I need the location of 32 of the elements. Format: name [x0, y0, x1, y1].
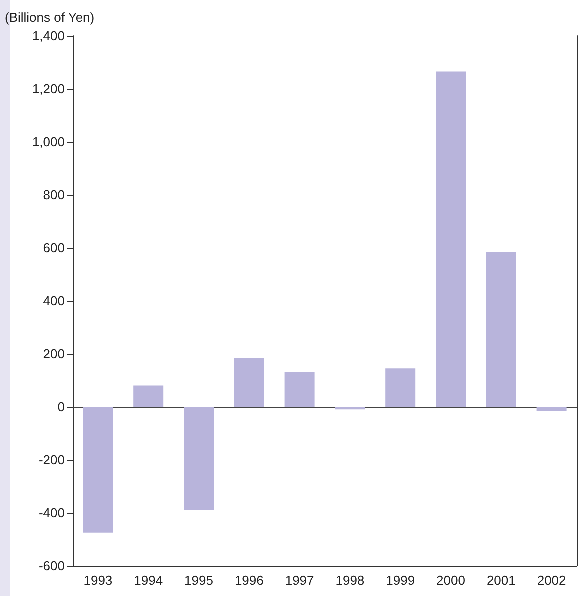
x-tick-label: 1995 — [184, 573, 214, 588]
x-tick-label: 2002 — [537, 573, 566, 588]
y-axis-title: (Billions of Yen) — [5, 10, 95, 25]
x-tick-label: 2000 — [436, 573, 466, 588]
x-tick-label: 1993 — [84, 573, 113, 588]
bar — [234, 358, 264, 407]
y-tick-label: -200 — [38, 452, 65, 468]
bar — [134, 386, 164, 407]
y-tick-label: 1,200 — [32, 82, 65, 96]
x-tick-label: 2001 — [486, 573, 516, 588]
bar — [83, 407, 114, 533]
y-tick-label: 0 — [58, 400, 65, 414]
y-tick-label: -600 — [38, 558, 65, 574]
x-tick-label: 1994 — [134, 573, 164, 588]
y-tick-label: 200 — [43, 346, 65, 362]
y-tick-label: 600 — [43, 240, 65, 256]
x-tick-label: 1999 — [386, 573, 416, 588]
y-tick-label: 1,000 — [32, 134, 65, 150]
bar — [536, 407, 567, 411]
bar — [386, 368, 416, 407]
bar — [335, 407, 366, 410]
y-tick-label: 800 — [43, 188, 65, 202]
x-tick-label: 1997 — [285, 573, 314, 588]
bar — [284, 372, 315, 407]
bar — [486, 252, 516, 407]
x-tick-label: 1998 — [336, 573, 365, 588]
y-tick-label: 1,400 — [32, 28, 65, 44]
y-tick-label: -400 — [38, 506, 65, 520]
bar — [184, 407, 214, 510]
x-tick-label: 1996 — [234, 573, 264, 588]
y-tick-label: 400 — [43, 294, 65, 308]
bar — [436, 72, 466, 407]
